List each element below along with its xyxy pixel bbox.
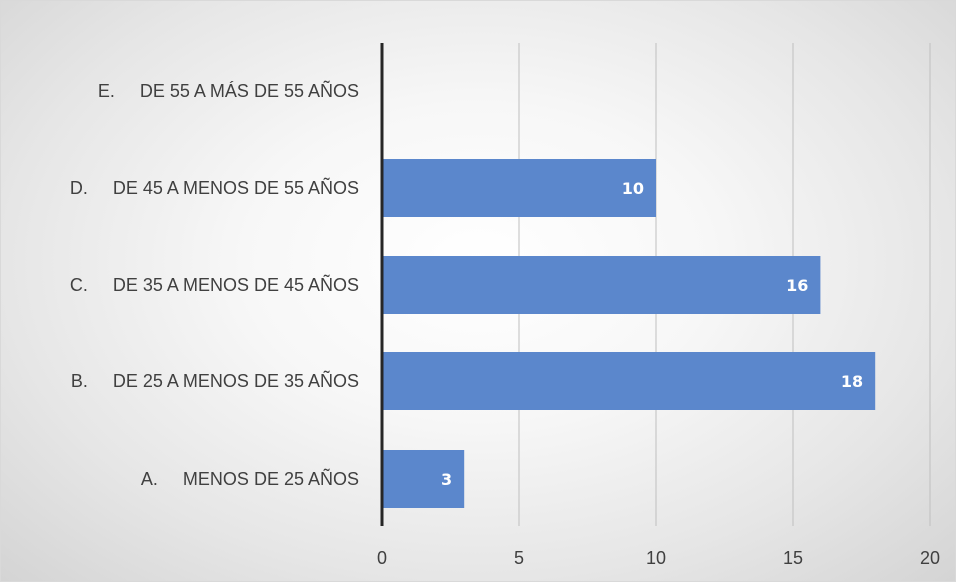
data-label: 3 [441,470,452,489]
x-tick-label: 0 [377,548,387,568]
data-label: 18 [841,372,863,391]
data-label: 16 [786,276,808,295]
x-tick-labels: 0 5 10 15 20 [377,548,940,568]
data-labels: 3 18 16 10 [441,179,863,489]
category-label: E. DE 55 A MÁS DE 55 AÑOS [98,80,359,101]
x-tick-label: 10 [646,548,666,568]
bar [382,256,821,314]
category-label: D. DE 45 A MENOS DE 55 AÑOS [70,177,359,198]
bars [382,159,876,508]
category-label: B. DE 25 A MENOS DE 35 AÑOS [71,370,359,391]
data-label: 10 [622,179,644,198]
x-tick-label: 15 [783,548,803,568]
category-labels: A. MENOS DE 25 AÑOS B. DE 25 A MENOS DE 3… [70,80,359,489]
x-tick-label: 20 [920,548,940,568]
bar [382,450,465,508]
bar [382,352,876,410]
bar [382,159,656,217]
category-label: C. DE 35 A MENOS DE 45 AÑOS [70,274,359,295]
x-tick-label: 5 [514,548,524,568]
category-label: A. MENOS DE 25 AÑOS [141,468,359,489]
